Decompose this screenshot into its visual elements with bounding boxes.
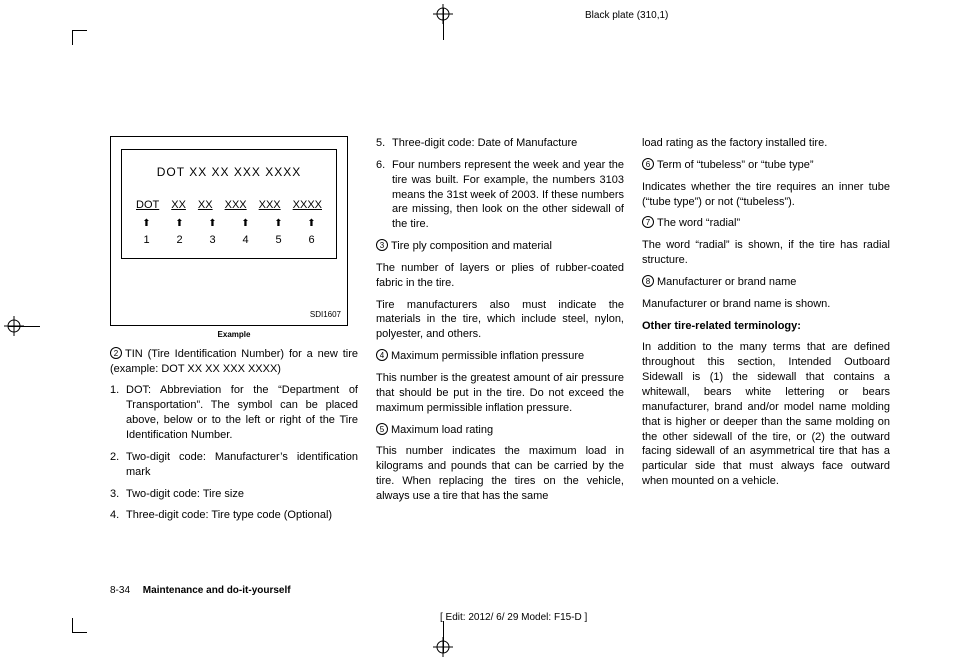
crop-mark-tl	[72, 30, 87, 45]
c4-p1: This number is the greatest amount of ai…	[376, 371, 624, 416]
column-1: DOT XX XX XXX XXXX DOT XX XX XXX XXX XXX…	[110, 136, 358, 566]
figure-caption: Example	[110, 330, 358, 341]
num-label: 6	[308, 233, 314, 248]
section-title: Maintenance and do-it-yourself	[143, 585, 291, 596]
circled-4-icon: 4	[376, 349, 388, 361]
c6-head: 6Term of “tubeless” or “tube type”	[642, 158, 890, 173]
example-box: DOT XX XX XXX XXXX DOT XX XX XXX XXX XXX…	[110, 136, 348, 326]
example-inner: DOT XX XX XXX XXXX DOT XX XX XXX XXX XXX…	[121, 149, 337, 259]
arrow-up-icon: ⬆	[274, 217, 282, 231]
num-label: 3	[209, 233, 215, 248]
list-item: 2.Two-digit code: Manufacturer’s identif…	[110, 450, 358, 480]
condition-label: Condition:	[95, 626, 136, 636]
list-text: Two-digit code: Manufacturer’s identific…	[126, 450, 358, 480]
tin-lead: 2TIN (Tire Identification Number) for a …	[110, 347, 358, 377]
c7-label: The word “radial”	[657, 217, 740, 229]
c6-label: Term of “tubeless” or “tube type”	[657, 159, 814, 171]
dot-part: XXX	[259, 198, 281, 213]
col2-list: 5.Three-digit code: Date of Manufacture …	[376, 136, 624, 232]
c4-head: 4Maximum permissible inflation pressure	[376, 349, 624, 364]
list-item: 5.Three-digit code: Date of Manufacture	[376, 136, 624, 151]
list-text: Two-digit code: Tire size	[126, 487, 358, 502]
edit-line: [ Edit: 2012/ 6/ 29 Model: F15-D ]	[440, 612, 587, 623]
term-p1: In addition to the many terms that are d…	[642, 340, 890, 488]
list-num: 4.	[110, 508, 126, 523]
dot-part: XX	[198, 198, 213, 213]
page-content: DOT XX XX XXX XXXX DOT XX XX XXX XXX XXX…	[110, 136, 890, 566]
c5-p1: This number indicates the maximum load i…	[376, 444, 624, 503]
c3-p1: The number of layers or plies of rubber-…	[376, 261, 624, 291]
dot-part: DOT	[136, 198, 159, 213]
circled-8-icon: 8	[642, 275, 654, 287]
arrow-row: ⬆ ⬆ ⬆ ⬆ ⬆ ⬆	[130, 217, 328, 231]
col1-list: 1.DOT: Abbreviation for the “Department …	[110, 383, 358, 523]
c7-p1: The word “radial” is shown, if the tire …	[642, 238, 890, 268]
arrow-up-icon: ⬆	[142, 217, 150, 231]
list-item: 6.Four numbers represent the week and ye…	[376, 158, 624, 232]
registration-mark-bottom	[433, 637, 453, 657]
circled-6-icon: 6	[642, 158, 654, 170]
circled-3-icon: 3	[376, 239, 388, 251]
list-num: 2.	[110, 450, 126, 480]
list-text: Three-digit code: Tire type code (Option…	[126, 508, 358, 523]
dot-parts-row: DOT XX XX XXX XXX XXXX	[130, 198, 328, 213]
num-row: 1 2 3 4 5 6	[130, 233, 328, 248]
c5-head: 5Maximum load rating	[376, 423, 624, 438]
list-num: 3.	[110, 487, 126, 502]
c8-p1: Manufacturer or brand name is shown.	[642, 297, 890, 312]
arrow-up-icon: ⬆	[241, 217, 249, 231]
list-item: 4.Three-digit code: Tire type code (Opti…	[110, 508, 358, 523]
num-label: 5	[275, 233, 281, 248]
num-label: 4	[242, 233, 248, 248]
plate-header: Black plate (310,1)	[585, 10, 668, 21]
arrow-up-icon: ⬆	[175, 217, 183, 231]
c3-head: 3Tire ply composition and material	[376, 239, 624, 254]
c6-p1: Indicates whether the tire requires an i…	[642, 180, 890, 210]
list-num: 5.	[376, 136, 392, 151]
c3-label: Tire ply composition and material	[391, 240, 552, 252]
list-item: 3.Two-digit code: Tire size	[110, 487, 358, 502]
list-text: DOT: Abbreviation for the “Department of…	[126, 383, 358, 442]
c8-label: Manufacturer or brand name	[657, 276, 796, 288]
list-num: 6.	[376, 158, 392, 232]
c4-label: Maximum permissible inflation pressure	[391, 350, 584, 362]
c8-head: 8Manufacturer or brand name	[642, 275, 890, 290]
c5-label: Maximum load rating	[391, 424, 493, 436]
c5-cont: load rating as the factory installed tir…	[642, 136, 890, 151]
page-number: 8-34	[110, 585, 130, 596]
list-item: 1.DOT: Abbreviation for the “Department …	[110, 383, 358, 442]
circled-7-icon: 7	[642, 216, 654, 228]
dot-part: XXX	[225, 198, 247, 213]
list-text: Four numbers represent the week and year…	[392, 158, 624, 232]
c7-head: 7The word “radial”	[642, 216, 890, 231]
num-label: 1	[143, 233, 149, 248]
column-3: load rating as the factory installed tir…	[642, 136, 890, 566]
circled-5-icon: 5	[376, 423, 388, 435]
registration-mark-left	[4, 316, 24, 336]
column-2: 5.Three-digit code: Date of Manufacture …	[376, 136, 624, 566]
num-label: 2	[176, 233, 182, 248]
arrow-up-icon: ⬆	[307, 217, 315, 231]
figure-code: SDI1607	[310, 310, 341, 321]
crop-mark-bl	[72, 618, 87, 633]
arrow-up-icon: ⬆	[208, 217, 216, 231]
dot-line: DOT XX XX XXX XXXX	[130, 164, 328, 180]
c3-p2: Tire manufacturers also must indicate th…	[376, 298, 624, 343]
list-num: 1.	[110, 383, 126, 442]
dot-part: XXXX	[293, 198, 322, 213]
registration-mark-top	[433, 4, 453, 24]
circled-2-icon: 2	[110, 347, 122, 359]
tin-lead-text: TIN (Tire Identification Number) for a n…	[110, 348, 358, 375]
list-text: Three-digit code: Date of Manufacture	[392, 136, 624, 151]
page-footer: 8-34 Maintenance and do-it-yourself	[110, 585, 291, 596]
term-heading: Other tire-related terminology:	[642, 319, 890, 334]
dot-part: XX	[171, 198, 186, 213]
